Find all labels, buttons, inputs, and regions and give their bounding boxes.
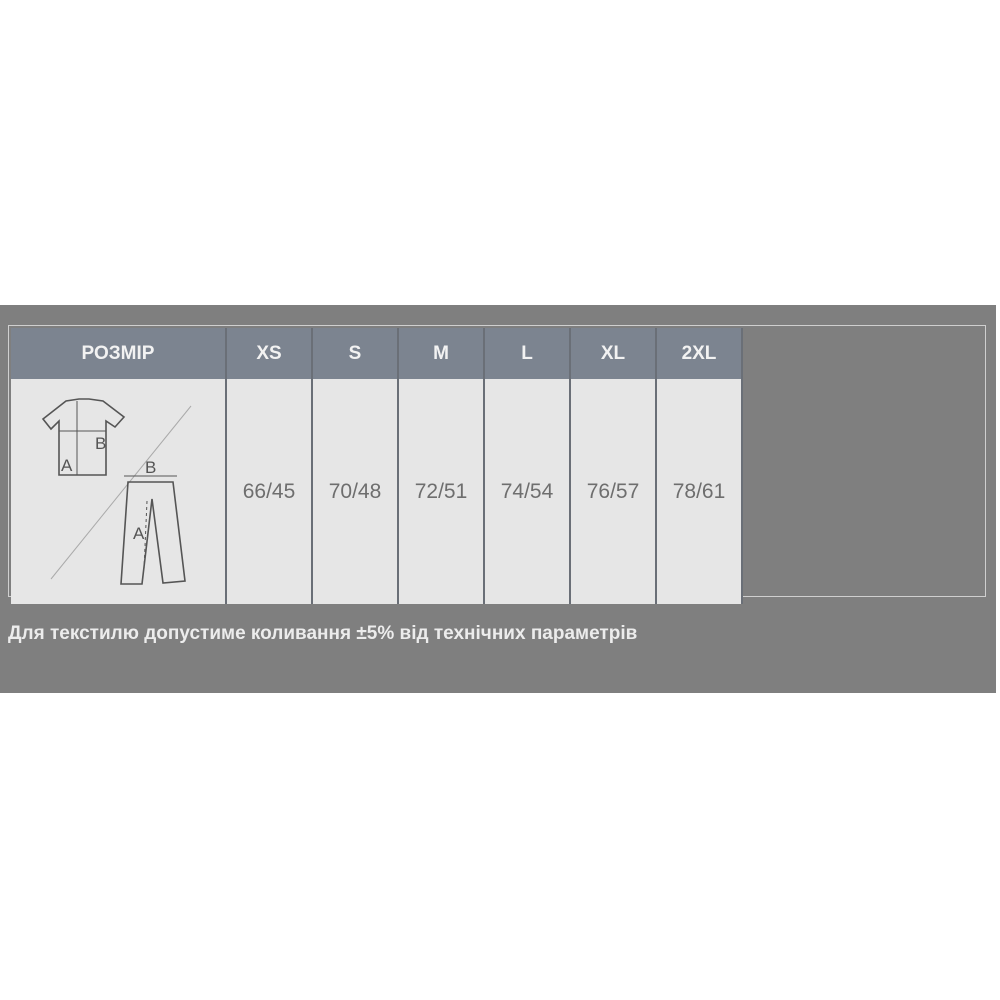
tolerance-note: Для текстилю допустиме коливання ±5% від… xyxy=(8,623,638,644)
size-table: РОЗМІР XS S M L XL 2XL xyxy=(11,328,743,604)
size-s: S xyxy=(312,328,399,379)
size-m: M xyxy=(398,328,485,379)
size-xs: XS xyxy=(226,328,313,379)
size-chart-panel: РОЗМІР XS S M L XL 2XL xyxy=(0,305,996,693)
value-s: 70/48 xyxy=(312,379,399,604)
shirt-pants-measurement-icon: B A B A xyxy=(41,398,192,585)
pants-label-a: A xyxy=(133,524,145,543)
value-2xl: 78/61 xyxy=(656,379,743,604)
value-xl: 76/57 xyxy=(570,379,657,604)
size-l: L xyxy=(484,328,571,379)
size-header: РОЗМІР xyxy=(11,328,227,379)
size-xl: XL xyxy=(570,328,657,379)
size-2xl: 2XL xyxy=(656,328,743,379)
value-xs: 66/45 xyxy=(226,379,313,604)
pants-label-b: B xyxy=(145,458,156,477)
value-m: 72/51 xyxy=(398,379,485,604)
values-row: B A B A 66/45 70/48 72/51 74/54 76/57 78… xyxy=(11,379,743,604)
size-table-frame: РОЗМІР XS S M L XL 2XL xyxy=(8,325,986,604)
header-row: РОЗМІР XS S M L XL 2XL xyxy=(11,328,743,379)
shirt-label-b: B xyxy=(95,434,106,453)
garment-diagram: B A B A xyxy=(11,379,227,604)
shirt-label-a: A xyxy=(61,456,73,475)
value-l: 74/54 xyxy=(484,379,571,604)
